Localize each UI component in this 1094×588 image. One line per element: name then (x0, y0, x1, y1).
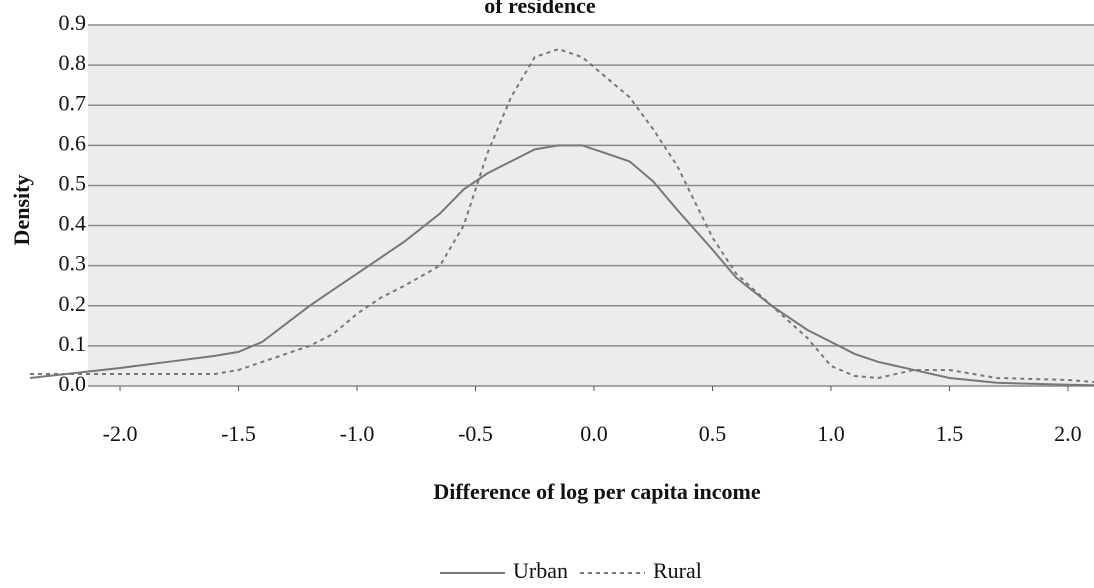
legend-label: Urban (513, 558, 568, 583)
data-line (29, 144, 1094, 387)
x-tick-label: 2.0 (1054, 421, 1082, 446)
chart-title: of residence (484, 0, 596, 18)
y-tick-label: 0.4 (59, 211, 87, 236)
x-tick-label: -1.0 (340, 421, 375, 446)
x-tick-label: -2.0 (103, 421, 138, 446)
x-tick-label: -0.5 (458, 421, 493, 446)
x-axis-title: Difference of log per capita income (433, 479, 760, 504)
y-tick-label: 0.3 (59, 251, 87, 276)
plot-area (88, 25, 1094, 386)
x-tick-label: 0.0 (580, 421, 608, 446)
legend-label: Rural (653, 558, 702, 583)
y-tick-label: 0.6 (59, 130, 87, 155)
x-tick-label: -1.5 (221, 421, 256, 446)
x-tick-label: 0.5 (699, 421, 727, 446)
y-tick-label: 0.8 (59, 50, 87, 75)
y-tick-label: 0.2 (59, 291, 87, 316)
y-tick-label: 0.1 (59, 331, 87, 356)
y-axis-title: Density (9, 175, 34, 246)
x-tick-label: 1.0 (817, 421, 845, 446)
y-tick-label: 0.7 (59, 90, 87, 115)
y-tick-label: 0.9 (59, 10, 87, 35)
x-tick-label: 1.5 (936, 421, 964, 446)
y-tick-label: 0.5 (59, 170, 87, 195)
data-line (30, 48, 1094, 383)
